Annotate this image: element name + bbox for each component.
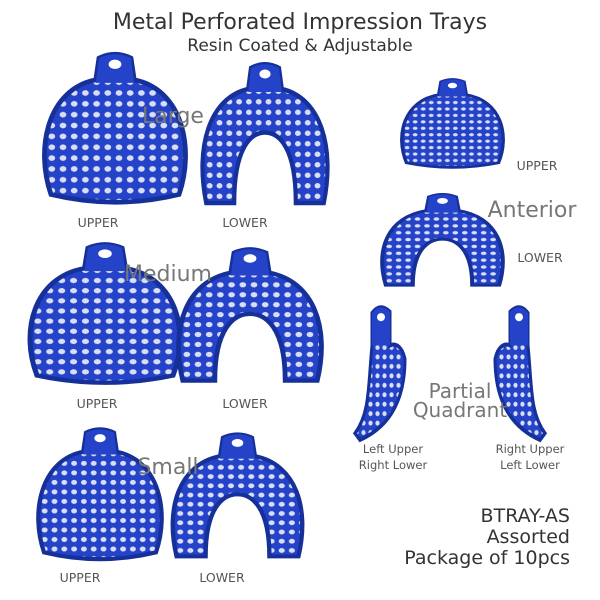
product-variant: Assorted	[486, 526, 570, 548]
small-lower-label: LOWER	[199, 570, 245, 585]
page-title: Metal Perforated Impression Trays	[112, 10, 488, 35]
small-upper-tray	[38, 429, 161, 559]
product-info: BTRAY-AS Assorted Package of 10pcs	[404, 506, 570, 569]
small-label: Small	[137, 455, 199, 480]
partial-left-label: Left Upper Right Lower	[359, 441, 427, 473]
partial-label-line1: Partial	[428, 379, 492, 403]
anterior-lower-label: LOWER	[517, 250, 563, 265]
medium-label: Medium	[124, 262, 212, 287]
large-lower-label: LOWER	[222, 215, 268, 230]
partial-left-tray	[355, 307, 405, 440]
partial-left-line2: Right Lower	[358, 458, 428, 472]
large-label: Large	[142, 104, 204, 129]
partial-right-label: Right Upper Left Lower	[496, 441, 565, 473]
large-lower-tray	[202, 64, 327, 203]
large-upper-label: UPPER	[77, 215, 119, 230]
anterior-label: Anterior	[487, 198, 577, 223]
medium-lower-label: LOWER	[222, 396, 268, 411]
anterior-upper-tray	[400, 77, 505, 170]
small-upper-label: UPPER	[59, 570, 101, 585]
partial-right-line1: Right Upper	[495, 442, 565, 456]
partial-label-line2: Quadrant	[412, 398, 508, 422]
anterior-lower-tray	[382, 195, 503, 286]
medium-upper-label: UPPER	[76, 396, 118, 411]
partial-right-line2: Left Lower	[500, 458, 560, 472]
anterior-upper-label: UPPER	[516, 158, 558, 173]
small-lower-tray	[173, 434, 303, 556]
page-subtitle: Resin Coated & Adjustable	[187, 36, 413, 56]
partial-left-line1: Left Upper	[362, 442, 424, 456]
partial-quadrant-label: Partial Quadrant	[412, 379, 508, 422]
product-sku: BTRAY-AS	[480, 505, 570, 527]
product-package: Package of 10pcs	[404, 547, 570, 569]
